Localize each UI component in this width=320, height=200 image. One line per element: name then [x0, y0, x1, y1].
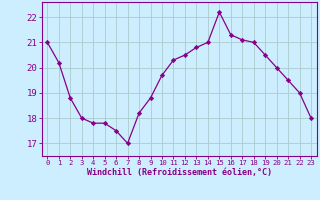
- X-axis label: Windchill (Refroidissement éolien,°C): Windchill (Refroidissement éolien,°C): [87, 168, 272, 177]
